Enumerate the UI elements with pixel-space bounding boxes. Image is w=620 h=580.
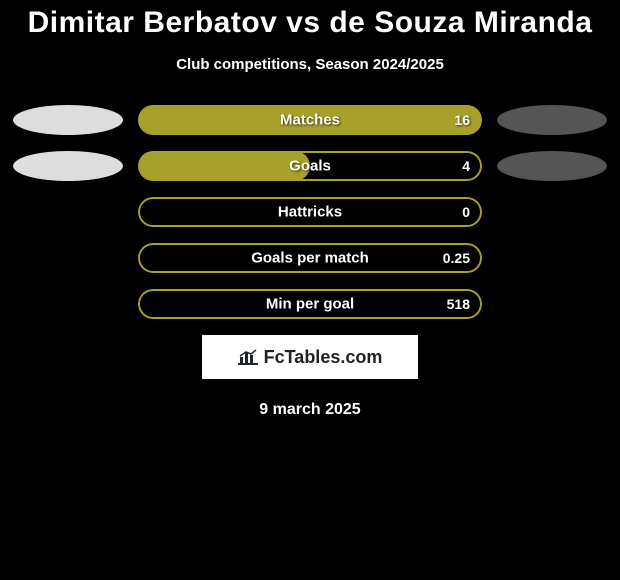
stat-row: Goals 4	[0, 151, 620, 181]
spacer	[497, 197, 607, 227]
stat-bar: Min per goal 518	[138, 289, 482, 319]
bar-chart-icon	[238, 349, 258, 365]
stat-value-right: 0	[462, 204, 470, 220]
subtitle: Club competitions, Season 2024/2025	[0, 56, 620, 73]
spacer	[13, 289, 123, 319]
spacer	[497, 289, 607, 319]
stat-bar: Goals 4	[138, 151, 482, 181]
logo-text: FcTables.com	[264, 347, 383, 368]
spacer	[497, 243, 607, 273]
player-right-marker	[497, 151, 607, 181]
stat-label: Matches	[280, 112, 340, 129]
player-right-marker	[497, 105, 607, 135]
stat-row: Matches 16	[0, 105, 620, 135]
stat-row: Goals per match 0.25	[0, 243, 620, 273]
logo: FcTables.com	[238, 347, 383, 368]
comparison-infographic: Dimitar Berbatov vs de Souza Miranda Clu…	[0, 0, 620, 419]
stat-value-right: 4	[462, 158, 470, 174]
logo-box: FcTables.com	[202, 335, 418, 379]
stat-row: Hattricks 0	[0, 197, 620, 227]
stat-row: Min per goal 518	[0, 289, 620, 319]
stat-label: Goals	[289, 158, 331, 175]
stat-bar: Matches 16	[138, 105, 482, 135]
date-text: 9 march 2025	[0, 401, 620, 419]
page-title: Dimitar Berbatov vs de Souza Miranda	[0, 6, 620, 40]
stat-label: Min per goal	[266, 296, 354, 313]
spacer	[13, 243, 123, 273]
stat-value-right: 16	[454, 112, 470, 128]
player-left-marker	[13, 105, 123, 135]
stat-value-right: 518	[447, 296, 470, 312]
stat-label: Goals per match	[251, 250, 369, 267]
player-left-marker	[13, 151, 123, 181]
stat-label: Hattricks	[278, 204, 342, 221]
stats-rows: Matches 16 Goals 4 Hattricks 0 Goals per match…	[0, 105, 620, 319]
stat-bar-fill	[138, 151, 310, 181]
stat-bar: Hattricks 0	[138, 197, 482, 227]
spacer	[13, 197, 123, 227]
stat-value-right: 0.25	[443, 250, 470, 266]
stat-bar: Goals per match 0.25	[138, 243, 482, 273]
